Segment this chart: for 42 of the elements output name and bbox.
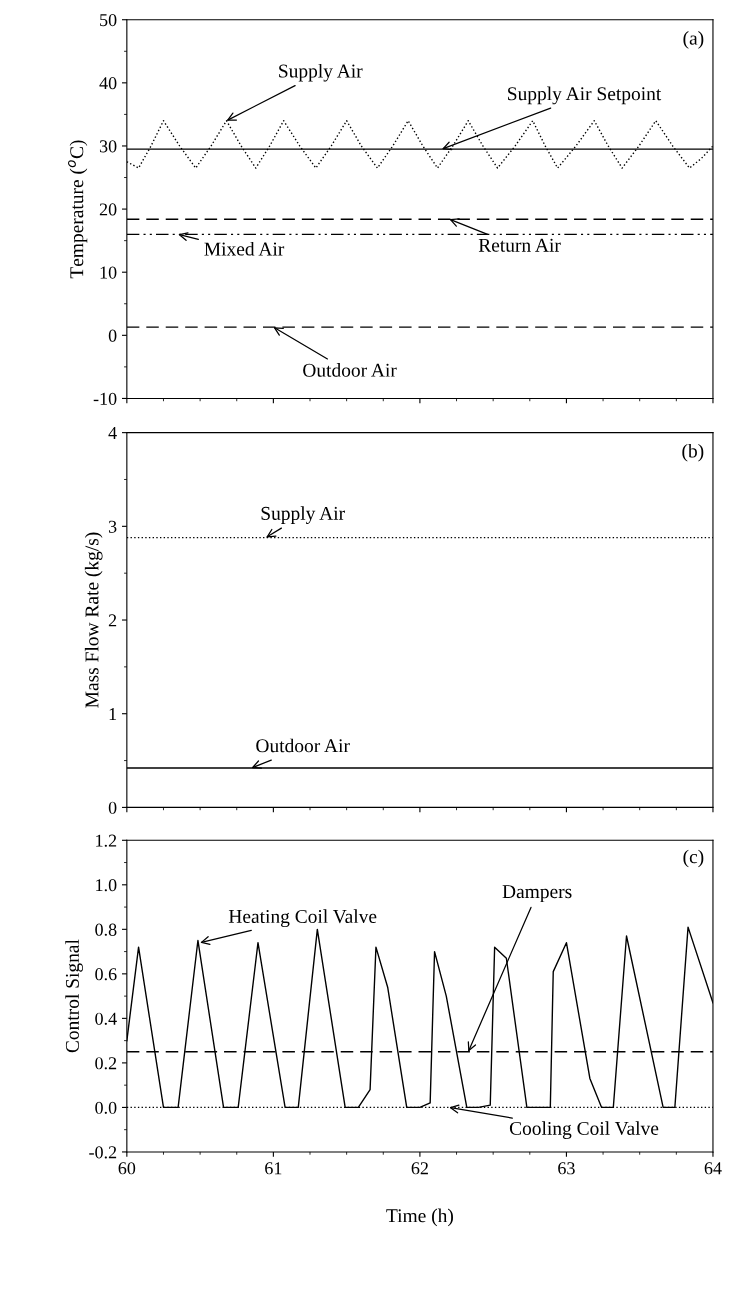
annotation: (a) <box>683 31 704 49</box>
annotation: Supply Air Setpoint <box>508 86 662 105</box>
y-tick-label: 1.2 <box>96 834 117 847</box>
annotation: Return Air <box>478 238 561 252</box>
annotation: (b) <box>682 443 704 462</box>
y-axis-title: Mass Flow Rate (kg/s) <box>84 532 103 708</box>
y-tick-label: 40 <box>99 77 117 90</box>
y-tick-label: 0 <box>108 329 117 342</box>
annotation: Heating Coil Valve <box>228 909 377 928</box>
y-tick-label: 0.8 <box>95 923 117 936</box>
y-tick-label: 0.2 <box>95 1057 117 1070</box>
annotation: Mixed Air <box>204 241 285 256</box>
x-tick-label: 60 <box>118 1162 136 1175</box>
y-axis-title: Temperature ($^{o}$C) <box>68 140 88 279</box>
annotation: Supply Air <box>261 506 345 524</box>
y-tick-label: 50 <box>100 13 117 27</box>
x-tick-label: 63 <box>558 1162 575 1175</box>
y-tick-label: 0 <box>108 801 117 814</box>
y-tick-label: 0.0 <box>95 1101 117 1114</box>
x-tick-label: 64 <box>704 1162 722 1175</box>
annotation: Outdoor Air <box>303 363 397 377</box>
annotation: Cooling Coil Valve <box>509 1121 659 1139</box>
y-tick-label: 0.4 <box>95 1012 117 1025</box>
x-tick-label: 61 <box>265 1162 282 1175</box>
y-tick-label: 1.0 <box>96 879 117 892</box>
y-tick-label: 4 <box>108 427 117 439</box>
y-tick-label: 3 <box>108 520 117 533</box>
y-tick-label: -0.2 <box>89 1146 117 1159</box>
annotation: Dampers <box>502 885 572 903</box>
y-tick-label: 30 <box>99 140 117 153</box>
y-tick-label: -10 <box>93 392 117 405</box>
annotation: Outdoor Air <box>256 738 350 753</box>
y-tick-label: 2 <box>108 614 117 627</box>
y-tick-label: 10 <box>100 266 117 279</box>
y-tick-label: 20 <box>99 203 117 216</box>
annotation: Supply Air <box>279 63 363 82</box>
y-axis-title: Control Signal <box>65 939 83 1053</box>
x-axis-title: Time (h) <box>386 1208 453 1227</box>
y-tick-label: 1 <box>109 708 117 720</box>
y-tick-label: 0.6 <box>95 968 117 981</box>
x-tick-label: 62 <box>411 1162 428 1175</box>
annotation: (c) <box>683 849 704 868</box>
